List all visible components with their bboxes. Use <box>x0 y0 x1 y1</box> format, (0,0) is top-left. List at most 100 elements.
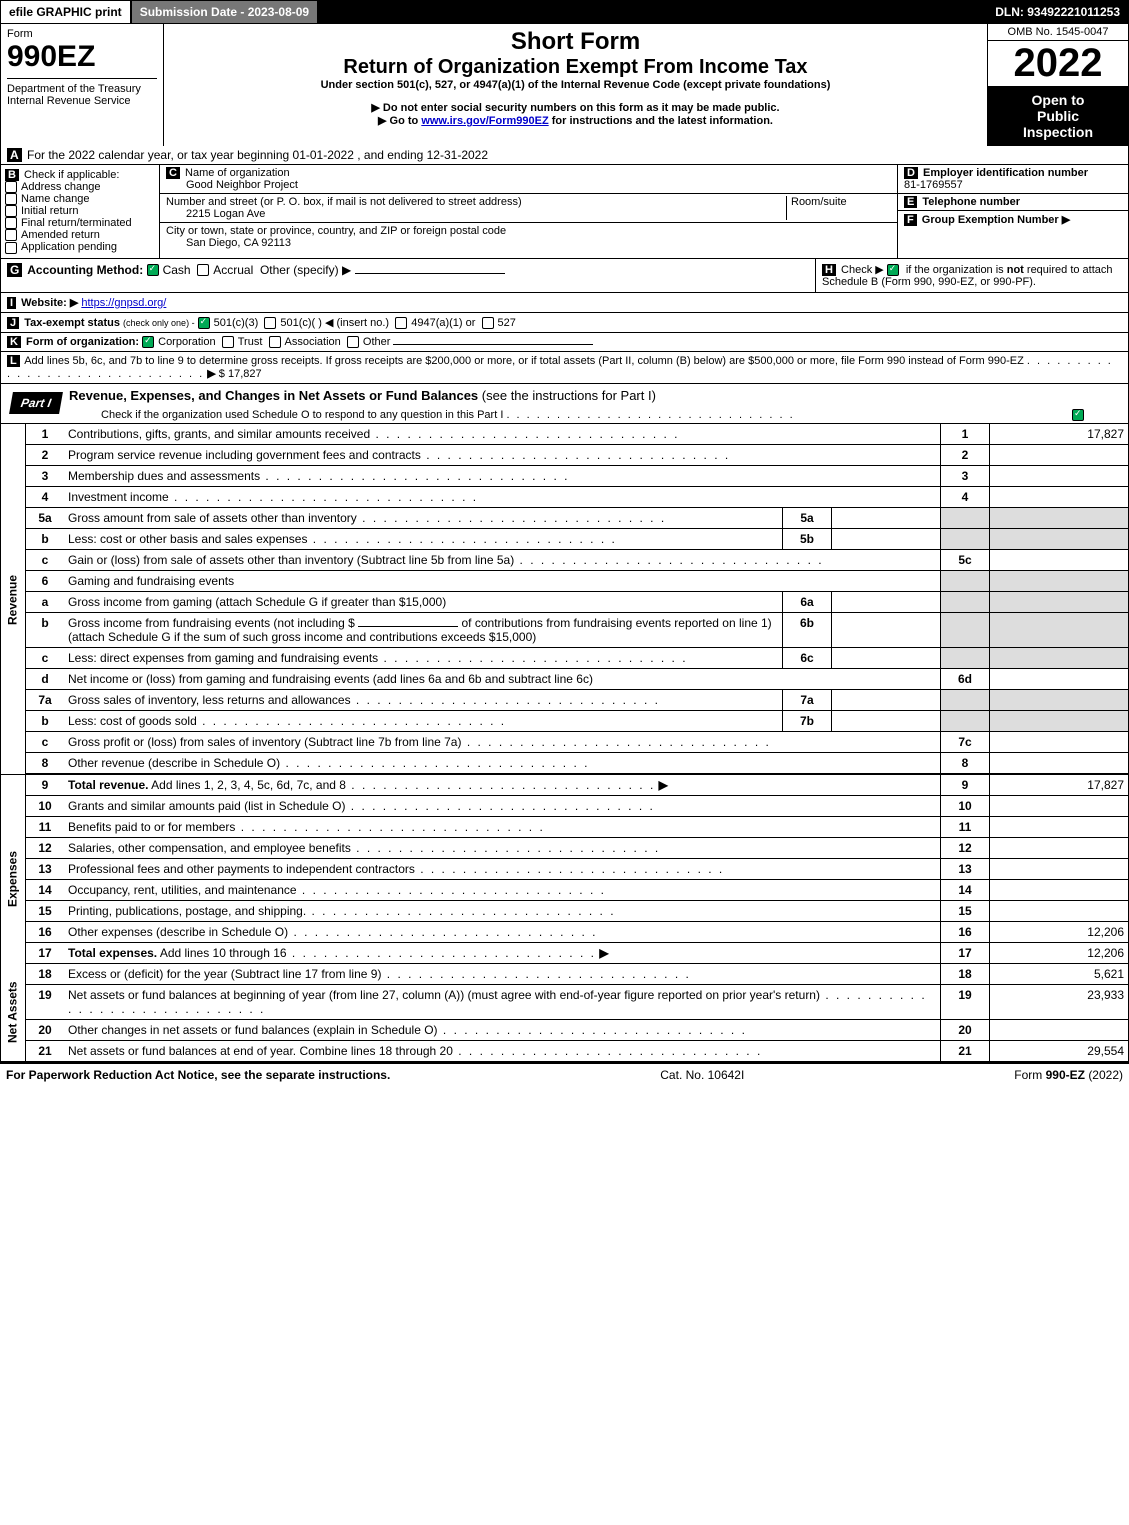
checkbox-icon[interactable] <box>347 336 359 348</box>
efile-print[interactable]: efile GRAPHIC print <box>1 1 130 23</box>
line-sub-num: 5a <box>783 507 832 528</box>
line-value <box>990 795 1129 816</box>
line-18: Net Assets 18 Excess or (deficit) for th… <box>1 963 1129 984</box>
dots <box>287 946 596 960</box>
section-k: K Form of organization: Corporation Trus… <box>0 333 1129 352</box>
open-line-1: Open to <box>992 92 1124 108</box>
other-specify-input[interactable] <box>355 273 505 274</box>
line-num: 19 <box>26 984 65 1019</box>
checkbox-icon[interactable] <box>482 317 494 329</box>
check-application-pending[interactable]: Application pending <box>5 241 155 253</box>
omb-number: OMB No. 1545-0047 <box>988 24 1128 41</box>
line-21: 21 Net assets or fund balances at end of… <box>1 1040 1129 1061</box>
submission-date: Submission Date - 2023-08-09 <box>132 1 317 23</box>
line-num: 18 <box>26 963 65 984</box>
checkbox-checked-icon[interactable] <box>198 317 210 329</box>
section-b-letter: B <box>5 169 19 181</box>
short-form-title: Short Form <box>168 28 983 56</box>
h-text1: Check ▶ <box>841 264 884 276</box>
line-value: 23,933 <box>990 984 1129 1019</box>
gross-receipts-value: $ 17,827 <box>219 368 262 380</box>
contribution-amount-input[interactable] <box>358 626 458 627</box>
dots <box>288 925 597 939</box>
line-desc: Less: cost or other basis and sales expe… <box>68 532 307 546</box>
dots <box>345 799 654 813</box>
ein-value: 81-1769557 <box>904 179 963 191</box>
checkbox-checked-icon[interactable] <box>147 264 159 276</box>
line-sub-value <box>832 689 941 710</box>
line-desc: Total revenue. <box>68 778 148 792</box>
section-f-letter: F <box>904 214 917 226</box>
goto-link[interactable]: www.irs.gov/Form990EZ <box>421 115 548 127</box>
line-num: a <box>26 591 65 612</box>
dots <box>351 693 660 707</box>
line-num: b <box>26 528 65 549</box>
section-l-text: Add lines 5b, 6c, and 7b to line 9 to de… <box>24 355 1024 367</box>
line-desc: Net assets or fund balances at beginning… <box>68 988 820 1002</box>
shaded-cell <box>990 591 1129 612</box>
line-right-num: 17 <box>941 942 990 963</box>
line-7a: 7a Gross sales of inventory, less return… <box>1 689 1129 710</box>
section-c-letter: C <box>166 167 180 179</box>
line-value <box>990 816 1129 837</box>
check-address-change[interactable]: Address change <box>5 181 155 193</box>
checkbox-icon <box>5 242 17 254</box>
line-right-num: 10 <box>941 795 990 816</box>
checkbox-icon[interactable] <box>269 336 281 348</box>
line-desc: Gaming and fundraising events <box>68 574 234 588</box>
ein-label: Employer identification number <box>923 167 1088 179</box>
shaded-cell <box>941 591 990 612</box>
part-1-title: Revenue, Expenses, and Changes in Net As… <box>69 388 478 403</box>
checkbox-checked-icon[interactable] <box>1072 409 1084 421</box>
trust-label: Trust <box>238 336 263 348</box>
checkbox-checked-icon[interactable] <box>142 336 154 348</box>
line-desc: Gain or (loss) from sale of assets other… <box>68 553 514 567</box>
check-initial-return[interactable]: Initial return <box>5 205 155 217</box>
section-l: L Add lines 5b, 6c, and 7b to line 9 to … <box>0 352 1129 384</box>
line-desc-2: Add lines 1, 2, 3, 4, 5c, 6d, 7c, and 8 <box>148 778 345 792</box>
form-org-label: Form of organization: <box>26 336 139 348</box>
line-num: 16 <box>26 921 65 942</box>
footer-right-suffix: (2022) <box>1088 1068 1123 1082</box>
line-num: 8 <box>26 752 65 774</box>
other-form-input[interactable] <box>393 344 593 345</box>
telephone-label: Telephone number <box>922 196 1020 208</box>
line-num: 13 <box>26 858 65 879</box>
checkbox-icon[interactable] <box>222 336 234 348</box>
checkbox-icon[interactable] <box>395 317 407 329</box>
section-l-letter: L <box>7 355 20 367</box>
checkbox-icon[interactable] <box>264 317 276 329</box>
shaded-cell <box>941 689 990 710</box>
section-e-letter: E <box>904 196 917 208</box>
section-a-letter: A <box>7 148 22 162</box>
section-c: C Name of organization Good Neighbor Pro… <box>160 165 897 258</box>
line-num: d <box>26 668 65 689</box>
line-desc: Less: direct expenses from gaming and fu… <box>68 651 378 665</box>
open-line-2: Public <box>992 108 1124 124</box>
line-16: 16 Other expenses (describe in Schedule … <box>1 921 1129 942</box>
other-label: Other <box>363 336 391 348</box>
checkbox-icon <box>5 193 17 205</box>
line-sub-value <box>832 612 941 647</box>
checkbox-icon[interactable] <box>197 264 209 276</box>
check-name-change[interactable]: Name change <box>5 193 155 205</box>
line-num: 4 <box>26 486 65 507</box>
group-exemption-label: Group Exemption Number ▶ <box>922 214 1070 226</box>
spacer <box>1 774 26 796</box>
527-label: 527 <box>498 317 516 329</box>
check-amended-return[interactable]: Amended return <box>5 229 155 241</box>
line-right-num: 11 <box>941 816 990 837</box>
application-pending-label: Application pending <box>21 241 117 253</box>
check-final-return[interactable]: Final return/terminated <box>5 217 155 229</box>
checkbox-icon <box>5 181 17 193</box>
website-link[interactable]: https://gnpsd.org/ <box>81 297 166 309</box>
section-a: A For the 2022 calendar year, or tax yea… <box>0 146 1129 165</box>
line-desc: Excess or (deficit) for the year (Subtra… <box>68 967 381 981</box>
checkbox-checked-icon[interactable] <box>887 264 899 276</box>
section-h-letter: H <box>822 264 836 276</box>
accounting-method-label: Accounting Method: <box>27 263 143 277</box>
line-desc: Salaries, other compensation, and employ… <box>68 841 351 855</box>
line-right-num: 8 <box>941 752 990 774</box>
dots <box>260 469 569 483</box>
initial-return-label: Initial return <box>21 205 78 217</box>
